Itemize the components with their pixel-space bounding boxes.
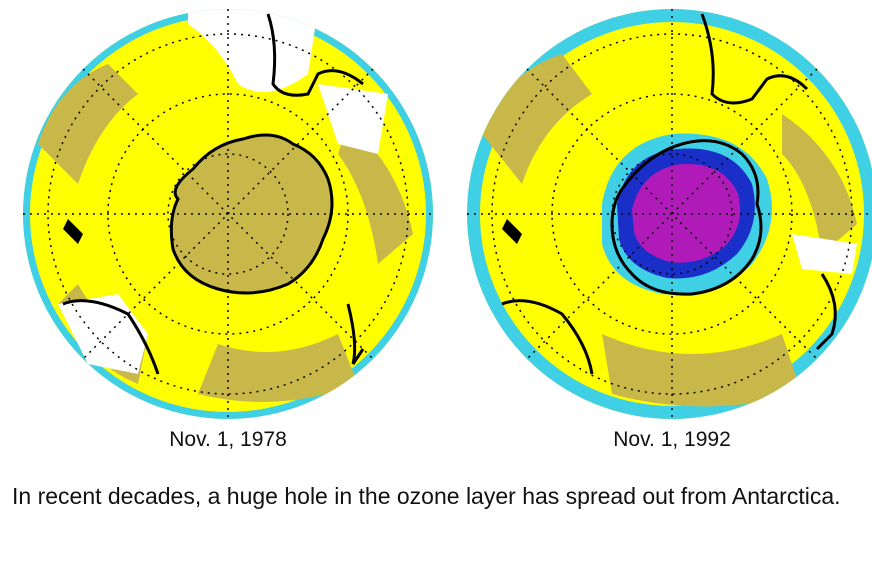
ozone-hole-core	[632, 163, 741, 263]
south-america-coastline	[700, 13, 809, 105]
south-america-coastline	[266, 13, 364, 97]
australia-coastline	[62, 299, 160, 375]
antarctica-coastline	[610, 139, 763, 296]
ozone-mid-patch	[38, 64, 138, 184]
africa-coastline	[815, 273, 837, 351]
ozone-mid-patch	[482, 54, 592, 184]
map-caption-1978: Nov. 1, 1978	[169, 428, 287, 451]
ozone-mid-patch	[602, 334, 802, 407]
ozone-mid-patch	[338, 124, 413, 264]
island-coastline	[63, 219, 83, 244]
ozone-mid-patch	[198, 334, 358, 402]
low-ozone-rim	[467, 9, 872, 419]
island-coastline	[502, 219, 522, 244]
no-data-area	[188, 9, 318, 92]
graticule	[23, 9, 433, 419]
antarctica-coastline	[169, 133, 334, 295]
africa-coastline	[346, 303, 365, 365]
no-data-area	[318, 84, 388, 154]
ozone-map-1992	[467, 9, 872, 419]
description-text: In recent decades, a huge hole in the oz…	[12, 483, 841, 509]
no-data-area	[792, 234, 857, 274]
australia-coastline	[501, 299, 594, 375]
ozone-mid-patch	[782, 114, 857, 254]
graticule	[467, 9, 872, 419]
ozone-map-1978	[23, 9, 433, 419]
map-caption-1992: Nov. 1, 1992	[613, 428, 731, 451]
